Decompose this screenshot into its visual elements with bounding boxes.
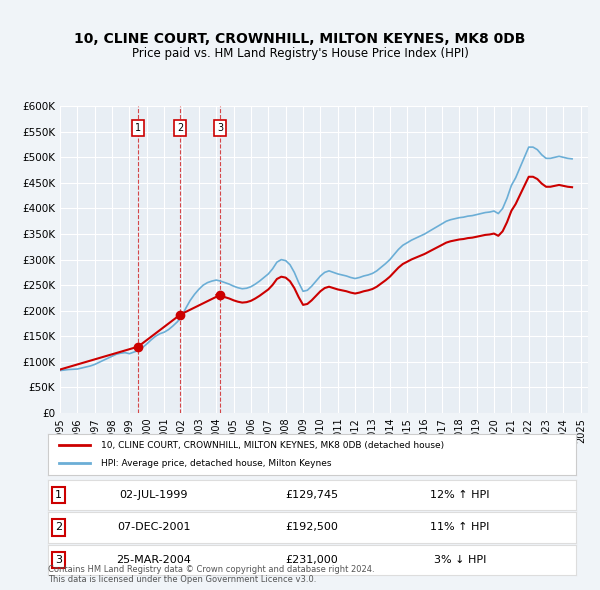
Text: Contains HM Land Registry data © Crown copyright and database right 2024.
This d: Contains HM Land Registry data © Crown c… [48,565,374,584]
Text: 1: 1 [135,123,141,133]
Text: 11% ↑ HPI: 11% ↑ HPI [430,523,490,532]
Text: £231,000: £231,000 [286,555,338,565]
Text: 3: 3 [217,123,223,133]
Text: 3% ↓ HPI: 3% ↓ HPI [434,555,486,565]
Text: 2: 2 [55,523,62,532]
Text: 25-MAR-2004: 25-MAR-2004 [116,555,191,565]
Text: 2: 2 [177,123,184,133]
Text: 07-DEC-2001: 07-DEC-2001 [117,523,190,532]
Text: 12% ↑ HPI: 12% ↑ HPI [430,490,490,500]
Text: £129,745: £129,745 [286,490,338,500]
Text: 10, CLINE COURT, CROWNHILL, MILTON KEYNES, MK8 0DB (detached house): 10, CLINE COURT, CROWNHILL, MILTON KEYNE… [101,441,444,450]
Text: £192,500: £192,500 [286,523,338,532]
Text: HPI: Average price, detached house, Milton Keynes: HPI: Average price, detached house, Milt… [101,459,331,468]
Text: 1: 1 [55,490,62,500]
Text: Price paid vs. HM Land Registry's House Price Index (HPI): Price paid vs. HM Land Registry's House … [131,47,469,60]
Text: 02-JUL-1999: 02-JUL-1999 [119,490,188,500]
Text: 3: 3 [55,555,62,565]
Text: 10, CLINE COURT, CROWNHILL, MILTON KEYNES, MK8 0DB: 10, CLINE COURT, CROWNHILL, MILTON KEYNE… [74,32,526,47]
